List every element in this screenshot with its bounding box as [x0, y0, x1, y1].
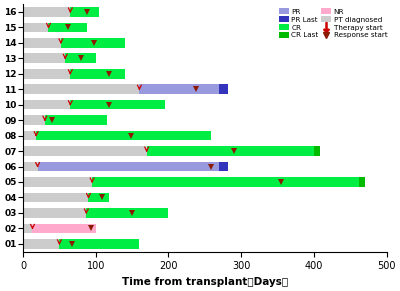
- Bar: [61, 38, 125, 48]
- Bar: [23, 162, 38, 171]
- Bar: [23, 54, 65, 63]
- Bar: [219, 162, 228, 171]
- Bar: [70, 100, 165, 109]
- Bar: [219, 84, 228, 94]
- Bar: [86, 208, 168, 218]
- Bar: [23, 131, 36, 140]
- Bar: [70, 7, 99, 17]
- Bar: [23, 23, 48, 32]
- Bar: [23, 239, 59, 249]
- Bar: [59, 239, 139, 249]
- Bar: [92, 177, 359, 187]
- Bar: [88, 193, 109, 202]
- Bar: [359, 177, 365, 187]
- X-axis label: Time from transplant（Days）: Time from transplant（Days）: [122, 277, 288, 287]
- Bar: [65, 54, 96, 63]
- Bar: [23, 69, 70, 79]
- Bar: [70, 69, 125, 79]
- Bar: [314, 146, 320, 156]
- Bar: [139, 84, 219, 94]
- Bar: [23, 84, 139, 94]
- Bar: [23, 146, 147, 156]
- Bar: [23, 7, 70, 17]
- Bar: [48, 23, 87, 32]
- Bar: [147, 146, 314, 156]
- Bar: [45, 115, 107, 125]
- Bar: [23, 115, 45, 125]
- Bar: [23, 177, 92, 187]
- Bar: [23, 38, 61, 48]
- Legend: PR, PR Last, CR, CR Last, NR, PT diagnosed, Therapy start, Response start: PR, PR Last, CR, CR Last, NR, PT diagnos…: [276, 5, 390, 41]
- Bar: [23, 193, 88, 202]
- Bar: [36, 131, 211, 140]
- Bar: [23, 208, 86, 218]
- Bar: [32, 223, 96, 233]
- Bar: [23, 223, 32, 233]
- Bar: [38, 162, 219, 171]
- Bar: [23, 100, 70, 109]
